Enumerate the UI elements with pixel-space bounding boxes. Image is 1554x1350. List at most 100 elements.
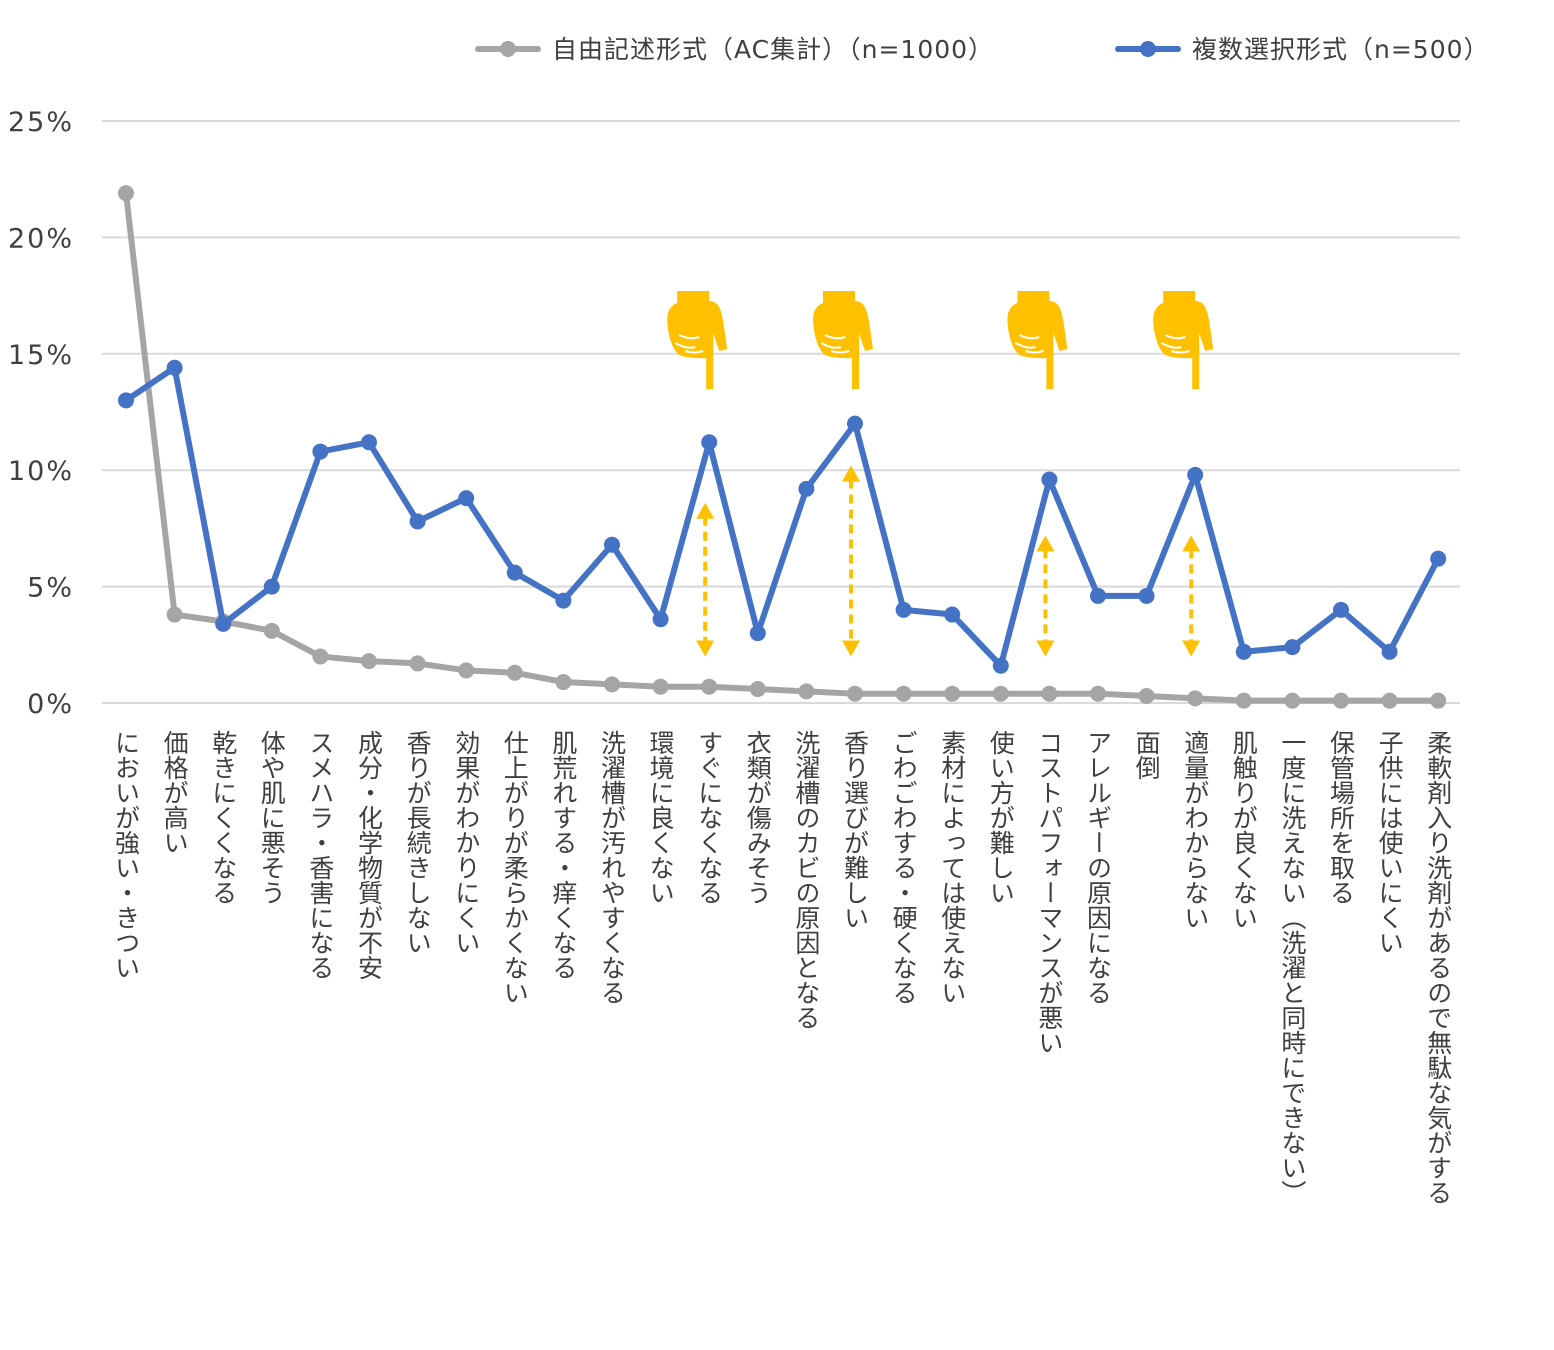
series-0-point bbox=[1382, 693, 1398, 709]
x-category-label: 肌触りが良くない bbox=[1229, 730, 1258, 930]
series-1-point bbox=[1041, 472, 1057, 488]
series-0-point bbox=[410, 655, 426, 671]
x-category-label: においが強い・きつい bbox=[112, 730, 141, 980]
series-0-point bbox=[1090, 686, 1106, 702]
legend-marker-free-text bbox=[500, 41, 516, 57]
series-0-point bbox=[653, 679, 669, 695]
series-1-point bbox=[215, 616, 231, 632]
series-1-point bbox=[410, 513, 426, 529]
series-0-point bbox=[604, 676, 620, 692]
series-1-point bbox=[458, 490, 474, 506]
data-series bbox=[118, 185, 1446, 709]
hand-shape bbox=[1153, 291, 1213, 358]
x-category-label: 面倒 bbox=[1132, 730, 1161, 780]
arrow-head-up bbox=[1182, 535, 1200, 551]
series-1-point bbox=[1430, 551, 1446, 567]
gridlines bbox=[102, 121, 1460, 703]
y-tick-label: 15% bbox=[8, 340, 74, 371]
y-axis: 0% 5% 10% 15% 20% 25% bbox=[8, 107, 74, 720]
x-category-label: 保管場所を取る bbox=[1327, 730, 1356, 905]
series-1-point bbox=[167, 360, 183, 376]
x-category-label: すぐになくなる bbox=[695, 730, 724, 905]
series-0-point bbox=[1041, 686, 1057, 702]
x-axis: においが強い・きつい 価格が高い 乾きにくくなる 体や肌に悪そう スメハラ・香害になる成… bbox=[112, 730, 1453, 1205]
series-0-point bbox=[264, 623, 280, 639]
x-category-label: 使い方が難しい bbox=[986, 730, 1015, 905]
series-0-point bbox=[701, 679, 717, 695]
series-1-point bbox=[312, 444, 328, 460]
arrow-head-down bbox=[696, 640, 714, 656]
series-0-point bbox=[312, 648, 328, 664]
series-0-point bbox=[1187, 690, 1203, 706]
y-tick-label: 25% bbox=[8, 107, 74, 138]
series-0-point bbox=[847, 686, 863, 702]
arrow-head-up bbox=[696, 503, 714, 519]
series-1-point bbox=[118, 392, 134, 408]
series-1-point bbox=[1284, 639, 1300, 655]
x-category-label: 素材によっては使えない bbox=[938, 730, 967, 1005]
x-category-label: 効果がわかりにくい bbox=[452, 730, 481, 955]
x-category-label: 衣類が傷みそう bbox=[743, 730, 772, 905]
series-1-point bbox=[1236, 644, 1252, 660]
series-1-point bbox=[1139, 588, 1155, 604]
series-1-point bbox=[555, 593, 571, 609]
x-category-label: 肌荒れする・痒くなる bbox=[549, 730, 578, 980]
hand-pointer-finger bbox=[1192, 349, 1199, 389]
series-0-point bbox=[507, 665, 523, 681]
y-tick-label: 20% bbox=[8, 223, 74, 254]
pointing-hand-icon bbox=[1153, 291, 1213, 389]
hand-shape bbox=[813, 291, 873, 358]
series-1-point bbox=[604, 537, 620, 553]
x-category-label: 香り選びが難しい bbox=[841, 730, 870, 930]
series-0-point bbox=[555, 674, 571, 690]
x-category-label: スメハラ・香害になる bbox=[306, 730, 335, 980]
x-category-label: 体や肌に悪そう bbox=[257, 730, 286, 905]
series-1-point bbox=[1090, 588, 1106, 604]
legend-label-free-text: 自由記述形式（AC集計）（n=1000） bbox=[552, 35, 994, 64]
x-category-label: コストパフォーマンスが悪い bbox=[1035, 730, 1064, 1055]
x-category-label: 一度に洗えない（洗濯と同時にできない） bbox=[1278, 730, 1307, 1205]
x-category-label: 香りが長続きしない bbox=[403, 730, 432, 955]
series-0-point bbox=[1236, 693, 1252, 709]
x-category-label: 環境に良くない bbox=[646, 730, 675, 905]
pointing-hand-icon bbox=[813, 291, 873, 389]
x-category-label: 子供には使いにくい bbox=[1375, 730, 1404, 955]
series-1-point bbox=[361, 434, 377, 450]
series-0-point bbox=[944, 686, 960, 702]
x-category-label: 成分・化学物質が不安 bbox=[355, 730, 384, 980]
hand-pointer-finger bbox=[1046, 349, 1053, 389]
pointing-hand-icon bbox=[1007, 291, 1067, 389]
arrow-head-down bbox=[1182, 640, 1200, 656]
series-0-point bbox=[167, 607, 183, 623]
legend-marker-multiple-choice bbox=[1140, 41, 1156, 57]
x-category-label: ごわごわする・硬くなる bbox=[889, 730, 918, 1005]
series-1-point bbox=[653, 611, 669, 627]
hand-shape bbox=[1007, 291, 1067, 358]
y-tick-label: 10% bbox=[8, 456, 74, 487]
series-1-point bbox=[264, 579, 280, 595]
series-1-point bbox=[750, 625, 766, 641]
x-category-label: 価格が高い bbox=[160, 730, 189, 855]
x-category-label: 適量がわからない bbox=[1181, 730, 1210, 930]
hand-shape bbox=[667, 291, 727, 358]
legend-item-multiple-choice: 複数選択形式（n=500） bbox=[1118, 35, 1490, 64]
series-1-point bbox=[944, 607, 960, 623]
series-1-point bbox=[507, 565, 523, 581]
series-0-point bbox=[896, 686, 912, 702]
series-1-point bbox=[1187, 467, 1203, 483]
series-0-point bbox=[750, 681, 766, 697]
legend-item-free-text: 自由記述形式（AC集計）（n=1000） bbox=[478, 35, 994, 64]
x-category-label: アレルギーの原因になる bbox=[1084, 730, 1113, 1005]
series-1-point bbox=[798, 481, 814, 497]
hand-pointer-finger bbox=[706, 349, 713, 389]
series-0-point bbox=[118, 185, 134, 201]
y-tick-label: 0% bbox=[27, 689, 74, 720]
series-1-point bbox=[701, 434, 717, 450]
series-1-point bbox=[896, 602, 912, 618]
series-0-point bbox=[1333, 693, 1349, 709]
series-0-point bbox=[458, 662, 474, 678]
x-category-label: 洗濯槽のカビの原因となる bbox=[792, 730, 821, 1030]
chart-legend: 自由記述形式（AC集計）（n=1000） 複数選択形式（n=500） bbox=[478, 35, 1490, 64]
series-1-point bbox=[1382, 644, 1398, 660]
series-0-point bbox=[361, 653, 377, 669]
